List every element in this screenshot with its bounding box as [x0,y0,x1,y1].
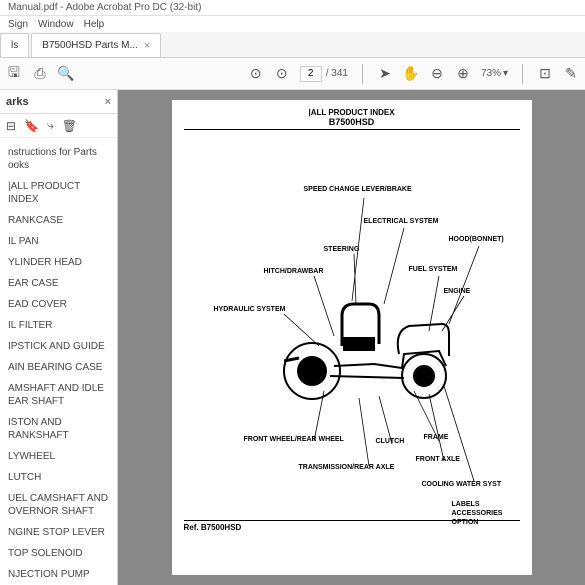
hand-icon[interactable]: ✋ [403,66,419,82]
zoom-out-icon[interactable]: ⊖ [429,66,445,82]
window-title: Manual.pdf - Adobe Acrobat Pro DC (32-bi… [8,2,201,13]
pdf-page: |ALL PRODUCT INDEX B7500HSD [172,100,532,575]
close-panel-icon[interactable]: × [105,96,111,108]
label-hydr: HYDRAULIC SYSTEM [214,306,286,313]
new-bookmark-icon[interactable]: 🔖 [24,119,39,133]
bookmark-item[interactable]: LYWHEEL [0,446,117,467]
options-icon[interactable]: ⊟ [6,119,16,133]
pointer-icon[interactable]: ➤ [377,66,393,82]
zoom-level[interactable]: 73% ▾ [481,68,508,79]
menu-bar: Sign Window Help [0,16,585,32]
bookmark-item[interactable]: EAD COVER [0,294,117,315]
document-viewport[interactable]: |ALL PRODUCT INDEX B7500HSD [118,90,585,585]
label-hitch: HITCH/DRAWBAR [264,268,324,275]
save-icon[interactable]: 🖫 [6,66,22,82]
find-bookmark-icon[interactable]: ⤷ [47,118,54,133]
menu-help[interactable]: Help [84,19,105,30]
menu-window[interactable]: Window [38,19,74,30]
bookmark-item[interactable]: UEL CAMSHAFT AND OVERNOR SHAFT [0,488,117,522]
fit-icon[interactable]: ⊡ [537,66,553,82]
bookmark-item[interactable]: EAR CASE [0,273,117,294]
label-trans: TRANSMISSION/REAR AXLE [299,464,395,471]
leader-lines [184,136,544,516]
label-hood: HOOD(BONNET) [449,236,504,243]
bookmark-item[interactable]: IL FILTER [0,315,117,336]
bookmark-item[interactable]: ISTON AND RANKSHAFT [0,412,117,446]
delete-icon[interactable]: 🗑 [62,119,77,133]
label-speed: SPEED CHANGE LEVER/BRAKE [304,186,412,193]
label-l1: LABELS [452,501,480,508]
bookmark-item[interactable]: |ALL PRODUCT INDEX [0,176,117,210]
label-elec: ELECTRICAL SYSTEM [364,218,439,225]
label-engine: ENGINE [444,288,471,295]
label-fuel: FUEL SYSTEM [409,266,458,273]
label-faxle: FRONT AXLE [416,456,460,463]
bookmark-item[interactable]: nstructions for Parts ooks [0,142,117,176]
main-area: arks × ⊟ 🔖 ⤷ 🗑 nstructions for Parts ook… [0,90,585,585]
bookmark-item[interactable]: LUTCH [0,467,117,488]
bookmark-item[interactable]: NJECTION PUMP [0,564,117,585]
model-title: B7500HSD [184,117,520,130]
bookmarks-panel: arks × ⊟ 🔖 ⤷ 🗑 nstructions for Parts ook… [0,90,118,585]
page-down-icon[interactable]: ⊙ [274,66,290,82]
label-front: FRONT WHEEL/REAR WHEEL [244,436,344,443]
bookmark-item[interactable]: AMSHAFT AND IDLE EAR SHAFT [0,378,117,412]
label-l2: ACCESSORIES [452,510,503,517]
bookmark-item[interactable]: IL PAN [0,231,117,252]
bookmark-item[interactable]: RANKCASE [0,210,117,231]
bookmarks-list: nstructions for Parts ooks|ALL PRODUCT I… [0,138,117,585]
index-title: |ALL PRODUCT INDEX [184,108,520,117]
bookmark-item[interactable]: AIN BEARING CASE [0,357,117,378]
tab-tools[interactable]: ls [0,33,29,57]
bookmark-item[interactable]: NGINE STOP LEVER [0,522,117,543]
bookmark-item[interactable]: IPSTICK AND GUIDE [0,336,117,357]
page-up-icon[interactable]: ⊙ [248,66,264,82]
page-total: / 341 [326,68,348,79]
bookmark-item[interactable]: YLINDER HEAD [0,252,117,273]
label-l3: OPTION [452,519,479,526]
toolbar: 🖫 ⎙ 🔍 ⊙ ⊙ / 341 ➤ ✋ ⊖ ⊕ 73% ▾ ⊡ ✎ [0,58,585,90]
tab-strip: ls B7500HSD Parts M... × [0,32,585,58]
label-steer: STEERING [324,246,360,253]
diagram: SPEED CHANGE LEVER/BRAKE ELECTRICAL SYST… [184,136,520,516]
page-indicator: / 341 [300,66,348,82]
tab-document[interactable]: B7500HSD Parts M... × [31,33,161,57]
bookmark-item[interactable]: TOP SOLENOID [0,543,117,564]
title-bar: Manual.pdf - Adobe Acrobat Pro DC (32-bi… [0,0,585,16]
label-cool: COOLING WATER SYST [422,481,502,488]
annot-icon[interactable]: ✎ [563,66,579,82]
zoom-in-icon[interactable]: ⊕ [455,66,471,82]
print-icon[interactable]: ⎙ [32,66,48,82]
menu-sign[interactable]: Sign [8,19,28,30]
bookmarks-header: arks × [0,90,117,114]
label-clutch: CLUTCH [376,438,405,445]
search-icon[interactable]: 🔍 [58,66,74,82]
label-frame: FRAME [424,434,449,441]
bookmarks-toolbar: ⊟ 🔖 ⤷ 🗑 [0,114,117,138]
page-input[interactable] [300,66,322,82]
close-icon[interactable]: × [144,40,150,52]
